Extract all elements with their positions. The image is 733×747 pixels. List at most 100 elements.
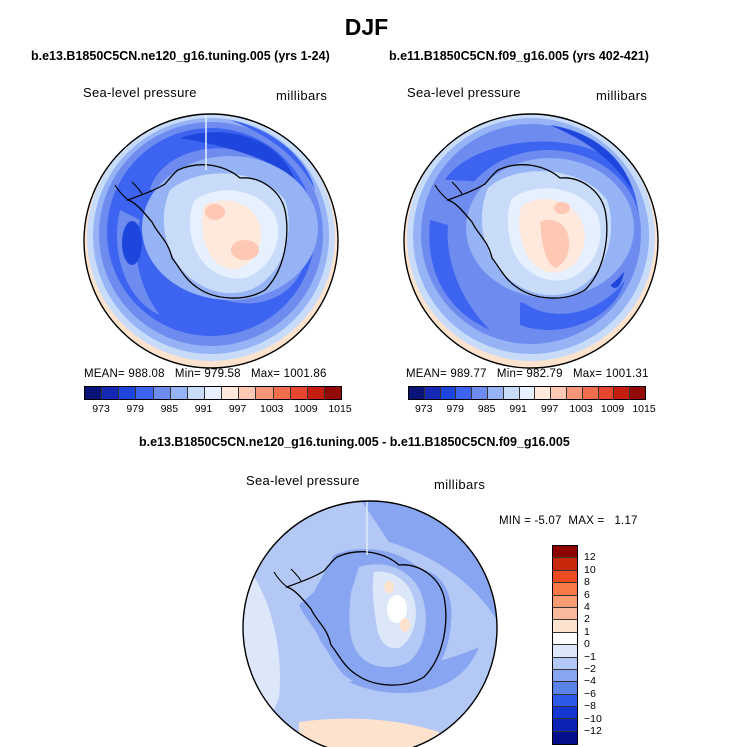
colorbar-swatch — [598, 387, 615, 399]
colorbar-tick-label: −1 — [584, 650, 596, 663]
panel-2-polar-map — [403, 113, 659, 369]
colorbar-swatch — [102, 387, 120, 399]
colorbar-swatch — [630, 387, 645, 399]
colorbar-swatch — [472, 387, 488, 399]
colorbar-tick-label: 6 — [584, 588, 590, 601]
difference-min-label: MIN = — [499, 515, 531, 527]
colorbar-tick-label: 997 — [540, 403, 559, 415]
colorbar-tick-label: 1015 — [328, 403, 352, 415]
colorbar-swatch — [553, 657, 577, 670]
difference-field-label: Sea-level pressure — [246, 473, 360, 488]
colorbar-tick-label: −10 — [584, 712, 602, 725]
colorbar-swatch — [553, 645, 577, 658]
colorbar-swatch — [239, 387, 257, 399]
colorbar-tick-label: 1 — [584, 625, 590, 638]
colorbar-swatch — [324, 387, 342, 399]
panel-2-title: b.e11.B1850C5CN.f09_g16.005 (yrs 402-421… — [389, 49, 649, 63]
colorbar-swatch — [409, 387, 425, 399]
difference-polar-map — [242, 500, 498, 747]
colorbar-swatch — [456, 387, 473, 399]
panel-2-stats: MEAN= 989.77 Min= 982.79 Max= 1001.31 — [406, 368, 649, 380]
colorbar-tick-label: 10 — [584, 563, 596, 576]
difference-max-value: 1.17 — [614, 515, 638, 527]
colorbar-swatch — [153, 387, 171, 399]
colorbar-swatch — [553, 694, 577, 708]
colorbar-swatch — [290, 387, 308, 399]
colorbar-swatch — [85, 387, 103, 399]
colorbar-swatch — [553, 620, 577, 633]
colorbar-swatch — [553, 570, 577, 584]
colorbar-tick-label: −2 — [584, 663, 596, 675]
colorbar-swatch — [553, 583, 577, 596]
panel-2-mean-value: 989.77 — [450, 368, 487, 380]
panel-1-stats: MEAN= 988.08 Min= 979.58 Max= 1001.86 — [84, 368, 327, 380]
colorbar-swatch — [553, 731, 577, 745]
panel-1-max-label: Max= — [250, 368, 281, 380]
colorbar-tick-label: 8 — [584, 576, 590, 589]
colorbar-swatch — [440, 387, 457, 399]
difference-colorbar-ticks: 12 10 8 6 4 2 1 0 −1 −2 −4 −6 −8 −10 −12 — [584, 545, 624, 743]
panel-1-title: b.e13.B1850C5CN.ne120_g16.tuning.005 (yr… — [31, 49, 330, 63]
colorbar-swatch — [553, 682, 577, 695]
difference-units: millibars — [434, 477, 486, 492]
colorbar-tick-label: 1009 — [294, 403, 318, 415]
colorbar-tick-label: 991 — [509, 403, 527, 415]
panel-2-units: millibars — [596, 88, 648, 103]
colorbar-swatch — [256, 387, 274, 399]
colorbar-tick-label: 985 — [477, 403, 496, 415]
panel-1-min-value: 979.58 — [204, 368, 241, 380]
colorbar-swatch — [614, 387, 631, 399]
colorbar-swatch — [553, 669, 577, 683]
colorbar-tick-label: 973 — [414, 403, 433, 415]
panel-1-units: millibars — [276, 88, 328, 103]
panel-1-min-label: Min= — [174, 368, 201, 380]
main-title: DJF — [344, 14, 389, 40]
panel-1-max-value: 1001.86 — [283, 368, 327, 380]
panel-2-max-label: Max= — [572, 368, 603, 380]
colorbar-tick-label: 1003 — [569, 403, 593, 415]
colorbar-tick-label: 1009 — [600, 403, 625, 415]
colorbar-tick-label: −6 — [584, 687, 596, 700]
panel-1-mean-value: 988.08 — [128, 368, 165, 380]
colorbar-swatch — [119, 387, 137, 399]
colorbar-tick-label: −4 — [584, 675, 596, 688]
panel-1-polar-map — [83, 113, 339, 369]
colorbar-tick-label: 991 — [194, 403, 213, 415]
difference-min-value: -5.07 — [534, 515, 562, 527]
colorbar-tick-label: −12 — [584, 725, 602, 737]
colorbar-tick-label: 2 — [584, 613, 590, 626]
colorbar-swatch — [553, 546, 577, 559]
colorbar-tick-label: 973 — [92, 403, 110, 415]
colorbar-swatch — [204, 387, 223, 399]
colorbar-tick-label: 979 — [446, 403, 464, 415]
colorbar-tick-label: 1015 — [632, 403, 656, 415]
colorbar-tick-label: 4 — [584, 601, 590, 613]
colorbar-swatch — [582, 387, 599, 399]
colorbar-swatch — [553, 719, 577, 732]
panel-2-mean-label: MEAN= — [406, 368, 447, 380]
difference-stats: MIN = -5.07 MAX = 1.17 — [499, 515, 638, 527]
colorbar-swatch — [136, 387, 154, 399]
colorbar-swatch — [519, 387, 536, 399]
colorbar-swatch — [424, 387, 441, 399]
colorbar-swatch — [187, 387, 205, 399]
difference-max-label: MAX = — [568, 515, 605, 527]
panel-1-field-label: Sea-level pressure — [83, 85, 197, 100]
colorbar-swatch — [222, 387, 240, 399]
colorbar-tick-label: 12 — [584, 551, 596, 564]
panel-2-min-value: 982.79 — [526, 368, 563, 380]
colorbar-tick-label: 985 — [160, 403, 179, 415]
colorbar-tick-label: 1003 — [260, 403, 284, 415]
colorbar-swatch — [566, 387, 583, 399]
panel-1-mean-label: MEAN= — [84, 368, 125, 380]
colorbar-swatch — [551, 387, 567, 399]
panel-2-max-value: 1001.31 — [605, 368, 649, 380]
panel-1-colorbar-ticks: 973 979 985 991 997 1003 1009 1015 — [84, 403, 351, 417]
panel-1-colorbar — [84, 386, 342, 400]
colorbar-swatch — [307, 387, 325, 399]
colorbar-swatch — [553, 707, 577, 720]
colorbar-swatch — [535, 387, 552, 399]
panel-2-field-label: Sea-level pressure — [407, 85, 521, 100]
colorbar-swatch — [273, 387, 291, 399]
colorbar-swatch — [553, 595, 577, 608]
